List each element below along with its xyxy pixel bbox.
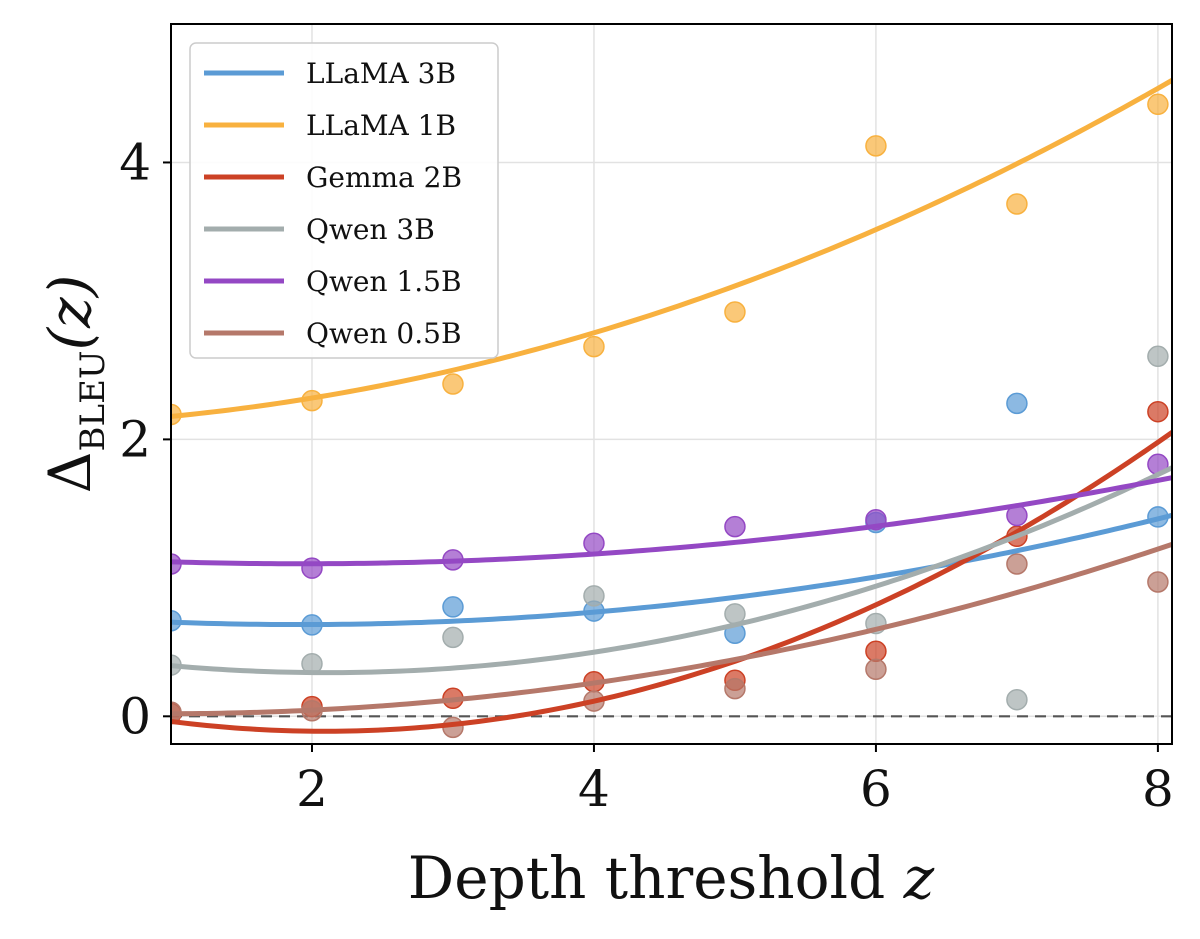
point-llama-1b-8 <box>1147 93 1169 116</box>
point-qwen-3b-3 <box>442 626 464 649</box>
fit-line-llama-1b <box>171 77 1172 419</box>
point-qwen-1-5b-5 <box>724 515 746 538</box>
legend-label: Gemma 2B <box>306 161 462 194</box>
fit-line-gemma-2b <box>171 429 1172 734</box>
legend-label: Qwen 3B <box>306 213 435 246</box>
y-tick-label: 0 <box>119 687 151 745</box>
y-axis-title: ΔBLEU(z) <box>36 275 113 494</box>
legend-label: LLaMA 1B <box>306 109 456 142</box>
point-qwen-3b-4 <box>583 585 605 607</box>
fit-line-qwen-1-5b <box>171 475 1172 567</box>
y-axis-title-arg: (z) <box>36 275 104 351</box>
x-tick-label: 6 <box>860 760 892 818</box>
point-llama-1b-7 <box>1006 193 1028 215</box>
x-tick-label: 4 <box>578 760 610 818</box>
y-axis-title-delta: Δ <box>36 451 104 493</box>
y-axis-title-subscript: BLEU <box>73 350 113 451</box>
point-llama-1b-4 <box>583 335 605 358</box>
fit-line-llama-3b <box>171 512 1172 628</box>
point-qwen-1-5b-2 <box>301 557 323 579</box>
y-tick-label: 4 <box>119 133 151 191</box>
x-tick-label: 8 <box>1142 760 1174 818</box>
legend: LLaMA 3B LLaMA 1B Gemma 2B Qwen 3B Qwen 1.5B… <box>189 42 499 359</box>
fit-curves <box>171 77 1172 734</box>
legend-label: Qwen 1.5B <box>306 265 462 298</box>
x-tick-label: 2 <box>296 760 328 818</box>
point-gemma-2b-8 <box>1147 400 1169 423</box>
svg-text:ΔBLEU(z): ΔBLEU(z) <box>36 275 113 494</box>
y-tick-label: 2 <box>119 410 151 468</box>
point-qwen-1-5b-4 <box>583 532 605 554</box>
fit-line-qwen-3b <box>171 465 1172 676</box>
point-qwen-0-5b-8 <box>1147 571 1169 593</box>
x-axis-title-text: Depth threshold <box>408 844 904 912</box>
point-qwen-0-5b-5 <box>724 677 746 700</box>
x-axis-title-var: z <box>903 844 935 912</box>
point-qwen-3b-7 <box>1006 688 1028 711</box>
x-axis-title: Depth threshold z <box>408 844 935 912</box>
legend-frame <box>189 42 499 359</box>
point-gemma-2b-6 <box>865 640 887 662</box>
plot-frame <box>170 23 1173 745</box>
point-llama-1b-3 <box>442 373 464 395</box>
point-llama-3b-7 <box>1006 392 1028 415</box>
point-llama-1b-5 <box>724 301 746 323</box>
point-qwen-0-5b-6 <box>865 658 887 680</box>
legend-label: LLaMA 3B <box>306 57 456 90</box>
point-qwen-0-5b-7 <box>1006 553 1028 575</box>
point-qwen-3b-8 <box>1147 345 1169 368</box>
point-llama-3b-3 <box>442 596 464 618</box>
fit-line-qwen-0-5b <box>171 541 1172 717</box>
point-llama-1b-6 <box>865 135 887 157</box>
axis-ticks: 2 4 6 8 0 2 4 <box>119 133 1174 818</box>
legend-label: Qwen 0.5B <box>306 317 462 350</box>
